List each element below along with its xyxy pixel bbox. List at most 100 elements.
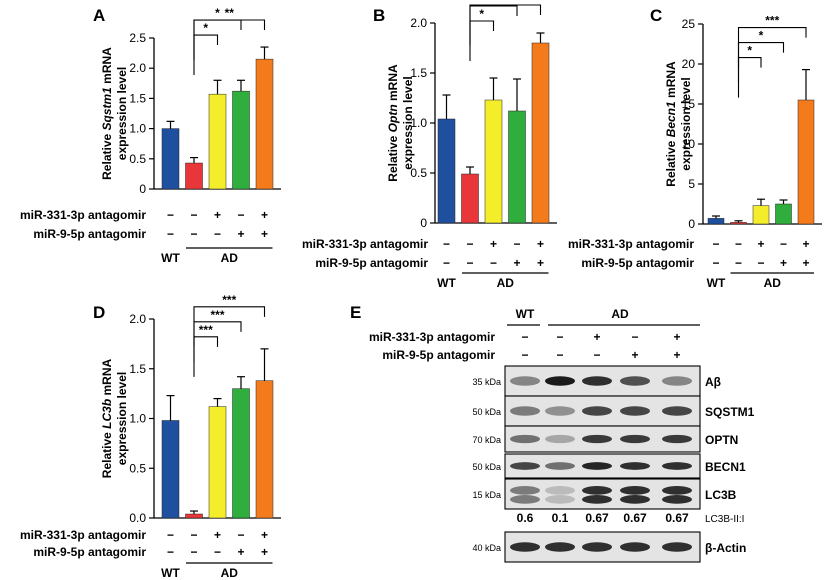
significance-label: *** bbox=[765, 14, 779, 28]
blot-band bbox=[510, 406, 540, 416]
blot-mark: + bbox=[673, 348, 680, 362]
row-label-mir9: miR-9-5p antagomir bbox=[33, 227, 146, 241]
treatment-mark: + bbox=[513, 256, 520, 270]
significance-bracket bbox=[737, 57, 762, 98]
blot-group-wt: WT bbox=[516, 307, 535, 321]
significance-label: *** bbox=[199, 323, 213, 337]
blot-kda-label: 50 kDa bbox=[472, 407, 501, 417]
y-axis-label-line2: expression level bbox=[115, 372, 129, 465]
y-tick-label: 5 bbox=[688, 177, 695, 191]
blot-mark: − bbox=[556, 330, 563, 344]
y-tick-label: 0.5 bbox=[129, 461, 146, 475]
y-axis-label-suffix: mRNA bbox=[100, 47, 114, 87]
treatment-mark: − bbox=[466, 256, 473, 270]
y-axis-label-gene: Becn1 bbox=[664, 101, 678, 137]
significance-label: * bbox=[491, 0, 496, 6]
blot-band bbox=[582, 486, 612, 495]
blot-kda-label: 50 kDa bbox=[472, 462, 501, 472]
y-tick-label: 1.5 bbox=[129, 91, 146, 105]
significance-label: *** bbox=[210, 308, 224, 322]
significance-bracket bbox=[193, 336, 219, 377]
y-tick-label: 1.5 bbox=[410, 66, 427, 80]
significance-label: *** bbox=[498, 0, 512, 5]
y-tick-label: 2.0 bbox=[410, 16, 427, 30]
bar bbox=[208, 406, 227, 519]
blot-band bbox=[662, 406, 692, 416]
treatment-mark: − bbox=[712, 237, 719, 251]
y-tick-label: 0.0 bbox=[129, 511, 146, 525]
blot-band bbox=[620, 486, 650, 495]
significance-label: * bbox=[747, 44, 752, 58]
significance-bracket bbox=[469, 20, 495, 61]
blot-band bbox=[510, 495, 540, 504]
blot-band bbox=[545, 486, 575, 495]
bar bbox=[531, 42, 550, 224]
bar bbox=[461, 173, 479, 224]
blot-band bbox=[662, 434, 692, 444]
treatment-mark: − bbox=[513, 237, 520, 251]
group-label-wt: WT bbox=[707, 276, 726, 290]
blot-band bbox=[582, 434, 612, 444]
bar bbox=[232, 90, 250, 190]
blot-protein-label: SQSTM1 bbox=[705, 405, 755, 419]
significance-label: * bbox=[479, 7, 484, 21]
blot-protein-label: β-Actin bbox=[705, 541, 746, 555]
blot-band bbox=[510, 486, 540, 495]
blot-group-ad: AD bbox=[611, 307, 629, 321]
blot-mark: − bbox=[521, 348, 528, 362]
y-tick-label: 0.5 bbox=[129, 152, 146, 166]
y-axis-label: Relative LC3b mRNA bbox=[100, 358, 114, 478]
panel-letter-b: B bbox=[373, 6, 385, 25]
y-tick-label: 0 bbox=[420, 216, 427, 230]
treatment-mark: + bbox=[214, 528, 221, 542]
blot-band bbox=[545, 376, 575, 386]
y-tick-label: 1.0 bbox=[129, 122, 146, 136]
blot-band bbox=[582, 406, 612, 416]
y-axis-label-gene: Optn bbox=[386, 104, 400, 132]
treatment-mark: − bbox=[167, 528, 174, 542]
significance-bracket bbox=[193, 34, 219, 76]
treatment-mark: − bbox=[190, 227, 197, 241]
blot-kda-label: 70 kDa bbox=[472, 435, 501, 445]
blot-mark: − bbox=[631, 330, 638, 344]
panel-letter-e: E bbox=[350, 303, 361, 322]
blot-band bbox=[620, 495, 650, 504]
treatment-mark: − bbox=[237, 528, 244, 542]
blot-band bbox=[510, 542, 540, 552]
y-tick-label: 2.0 bbox=[129, 61, 146, 75]
panel-letter-c: C bbox=[650, 6, 662, 25]
blot-mark: − bbox=[521, 330, 528, 344]
blot-ratio-value: 0.67 bbox=[665, 511, 689, 525]
bar bbox=[797, 99, 815, 225]
treatment-mark: + bbox=[802, 256, 809, 270]
blot-band bbox=[662, 462, 692, 470]
bar bbox=[185, 513, 203, 519]
treatment-mark: + bbox=[261, 227, 268, 241]
y-tick-label: 0.5 bbox=[410, 166, 427, 180]
blot-protein-label: BECN1 bbox=[705, 460, 746, 474]
blot-mark: + bbox=[593, 330, 600, 344]
significance-label: * bbox=[215, 6, 220, 20]
treatment-mark: − bbox=[735, 237, 742, 251]
treatment-mark: + bbox=[537, 237, 544, 251]
y-tick-label: 1.0 bbox=[129, 412, 146, 426]
treatment-mark: − bbox=[712, 256, 719, 270]
y-axis-label: Relative Sqstm1 mRNA bbox=[100, 47, 114, 180]
blot-ratio-value: 0.67 bbox=[585, 511, 609, 525]
blot-ratio-value: 0.67 bbox=[623, 511, 647, 525]
blot-mark: − bbox=[593, 348, 600, 362]
treatment-mark: + bbox=[537, 256, 544, 270]
bar bbox=[707, 218, 725, 225]
blot-band bbox=[620, 376, 650, 386]
y-axis-label-suffix: mRNA bbox=[100, 358, 114, 398]
row-label-mir9: miR-9-5p antagomir bbox=[33, 545, 146, 559]
row-label-mir9: miR-9-5p antagomir bbox=[581, 256, 694, 270]
chart-c-becn1: 0 5 10 15 20 25 Relative Becn1 mRNA expression … bbox=[568, 14, 822, 290]
y-axis-label-line2: expression level bbox=[401, 76, 415, 169]
significance-label: * bbox=[203, 21, 208, 35]
blot-ratio-value: 0.1 bbox=[552, 511, 569, 525]
treatment-mark: − bbox=[167, 227, 174, 241]
bar bbox=[161, 128, 180, 190]
blot-mark: + bbox=[631, 348, 638, 362]
y-axis-label-prefix: Relative bbox=[100, 131, 114, 180]
